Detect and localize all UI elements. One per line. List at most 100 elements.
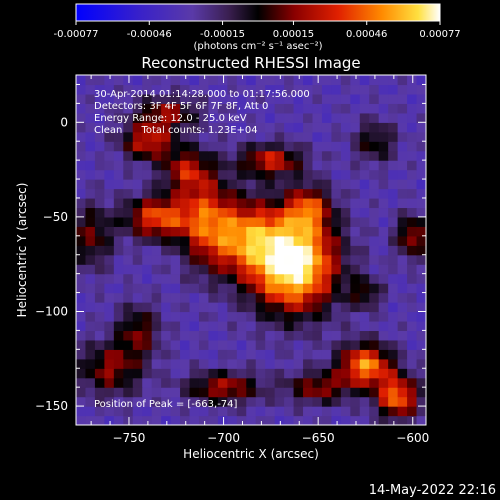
heatmap-cell: [416, 273, 426, 284]
heatmap-cell: [151, 245, 162, 256]
heatmap-cell: [331, 283, 342, 294]
heatmap-cell: [227, 207, 238, 218]
heatmap-cell: [76, 207, 87, 218]
heatmap-cell: [113, 235, 124, 246]
heatmap-cell: [104, 188, 115, 199]
heatmap-cell: [359, 207, 370, 218]
heatmap-cell: [303, 387, 314, 398]
heatmap-cell: [246, 349, 257, 360]
heatmap-cell: [388, 273, 399, 284]
heatmap-cell: [331, 368, 342, 379]
heatmap-cell: [76, 179, 87, 190]
heatmap-cell: [407, 207, 418, 218]
colorbar-tick-label: 0.00077: [419, 29, 460, 40]
heatmap-cell: [284, 216, 295, 227]
heatmap-cell: [189, 283, 200, 294]
heatmap-cell: [407, 245, 418, 256]
heatmap-cell: [104, 216, 115, 227]
heatmap-cell: [359, 387, 370, 398]
heatmap-cell: [217, 339, 228, 350]
heatmap-cell: [76, 216, 87, 227]
heatmap-cell: [132, 141, 143, 152]
heatmap-cell: [303, 103, 314, 114]
heatmap-cell: [85, 377, 96, 388]
heatmap-cell: [378, 387, 389, 398]
heatmap-cell: [85, 349, 96, 360]
heatmap-cell: [104, 264, 115, 275]
heatmap-cell: [340, 330, 351, 341]
heatmap-cell: [208, 254, 219, 265]
heatmap-cell: [274, 377, 285, 388]
heatmap-cell: [142, 311, 153, 322]
heatmap-cell: [161, 387, 172, 398]
heatmap-cell: [151, 207, 162, 218]
heatmap-cell: [388, 84, 399, 95]
heatmap-cell: [236, 216, 247, 227]
heatmap-cell: [303, 311, 314, 322]
heatmap-cell: [236, 179, 247, 190]
heatmap-cell: [350, 141, 361, 152]
heatmap-cell: [265, 273, 276, 284]
heatmap-cell: [113, 160, 124, 171]
heatmap-cell: [170, 396, 181, 407]
heatmap-cell: [397, 377, 408, 388]
heatmap-cell: [293, 302, 304, 313]
heatmap-cell: [369, 75, 380, 86]
heatmap-cell: [331, 75, 342, 86]
heatmap-cell: [255, 273, 266, 284]
heatmap-cell: [104, 283, 115, 294]
heatmap-cell: [293, 264, 304, 275]
heatmap-cell: [255, 150, 266, 161]
heatmap-cell: [321, 169, 333, 180]
heatmap-cell: [265, 264, 276, 275]
heatmap-cell: [170, 339, 181, 350]
x-tick-label: −700: [207, 431, 240, 445]
heatmap-cell: [132, 122, 143, 133]
heatmap-cell: [151, 254, 162, 265]
heatmap-cell: [378, 349, 389, 360]
heatmap-cell: [217, 292, 228, 303]
heatmap-cell: [189, 264, 200, 275]
heatmap-cell: [274, 330, 285, 341]
heatmap-cell: [180, 377, 191, 388]
heatmap-cell: [340, 103, 351, 114]
heatmap-cell: [369, 226, 380, 237]
heatmap-cell: [227, 320, 238, 332]
heatmap-cell: [76, 396, 87, 407]
heatmap-cell: [340, 377, 351, 388]
heatmap-cell: [236, 131, 247, 142]
heatmap-cell: [416, 283, 426, 294]
heatmap-cell: [407, 169, 418, 180]
heatmap-cell: [217, 302, 228, 313]
heatmap-cell: [217, 216, 228, 227]
heatmap-cell: [246, 330, 257, 341]
heatmap-cell: [350, 264, 361, 275]
heatmap-cell: [151, 160, 162, 171]
heatmap-cell: [132, 150, 143, 161]
heatmap-cell: [236, 283, 247, 294]
heatmap-cell: [161, 207, 172, 218]
heatmap-cell: [312, 112, 323, 123]
heatmap-cell: [189, 169, 200, 180]
heatmap-cell: [312, 320, 323, 332]
colorbar-tick-label: 0.00015: [273, 29, 314, 40]
heatmap-cell: [331, 387, 342, 398]
heatmap-cell: [369, 179, 380, 190]
heatmap-cell: [303, 377, 314, 388]
heatmap-cell: [85, 339, 96, 350]
heatmap-cell: [76, 75, 87, 86]
annotation-energy-range: Energy Range: 12.0 - 25.0 keV: [94, 113, 247, 124]
heatmap-cell: [180, 226, 191, 237]
heatmap-cell: [113, 387, 124, 398]
heatmap-cell: [180, 207, 191, 218]
heatmap-cell: [388, 339, 399, 350]
heatmap-cell: [198, 131, 210, 142]
heatmap-cell: [180, 292, 191, 303]
heatmap-cell: [104, 254, 115, 265]
heatmap-cell: [151, 188, 162, 199]
heatmap-cell: [161, 273, 172, 284]
heatmap-cell: [397, 141, 408, 152]
heatmap-cell: [321, 179, 333, 190]
heatmap-cell: [198, 387, 210, 398]
heatmap-cell: [104, 377, 115, 388]
